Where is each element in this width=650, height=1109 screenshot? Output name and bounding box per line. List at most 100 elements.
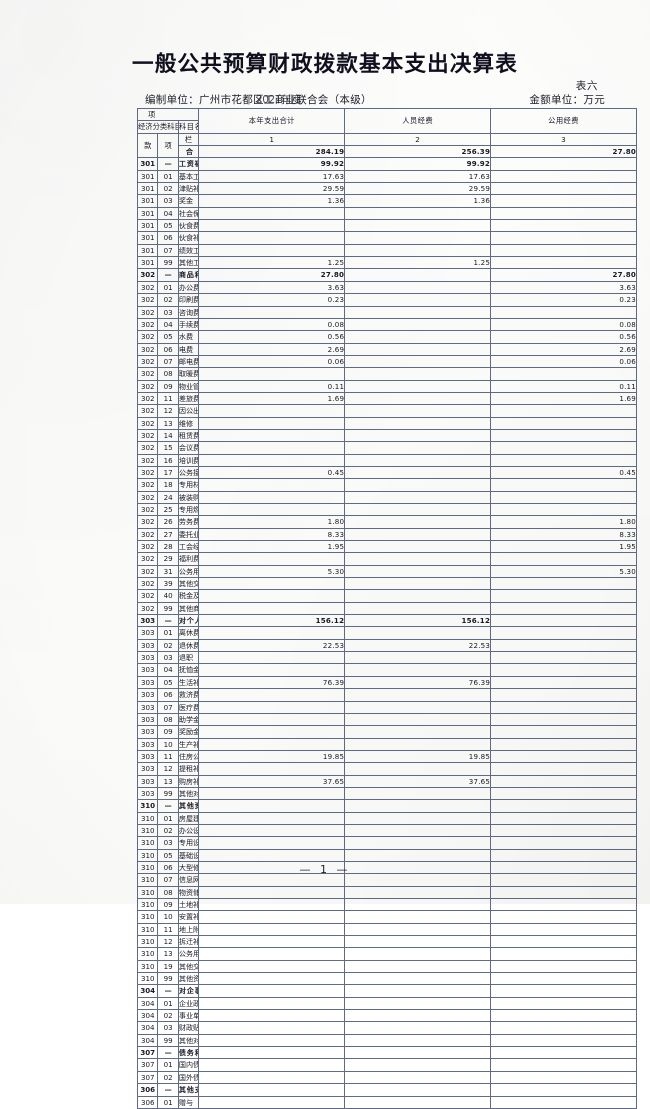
- row-value-personnel: [344, 848, 492, 862]
- row-kuan-code: 302: [136, 515, 159, 529]
- row-kuan-code: 301: [136, 157, 159, 171]
- row-kuan-code: 310: [136, 897, 159, 912]
- row-value-total: [198, 737, 346, 751]
- row-kuan-code: 302: [136, 577, 159, 591]
- header-item-group: 项 目: [136, 107, 200, 122]
- row-xiang-code: —: [157, 1083, 179, 1097]
- row-xiang-code: 18: [157, 478, 179, 492]
- row-value-total: [198, 688, 346, 702]
- row-subject-name: 专用材料费: [177, 478, 200, 492]
- row-value-public: [490, 811, 637, 825]
- table-head: 项 目 本年支出合计 人员经费 公用经费 经济分类科目编码 科目名称 款 项 栏…: [136, 107, 637, 159]
- row-value-personnel: 22.53: [344, 638, 492, 653]
- row-value-personnel: [344, 910, 492, 924]
- row-xiang-code: 02: [157, 638, 179, 653]
- row-value-total: [198, 231, 346, 245]
- row-kuan-code: 302: [136, 367, 159, 381]
- row-kuan-code: 304: [136, 996, 159, 1011]
- row-xiang-code: 15: [157, 441, 179, 455]
- row-value-total: 2.69: [198, 342, 346, 356]
- row-subject-name: 绩效工资: [177, 243, 200, 258]
- row-value-personnel: [344, 453, 492, 467]
- row-value-total: [198, 984, 346, 998]
- row-value-personnel: [344, 305, 492, 319]
- row-value-total: [198, 836, 346, 850]
- header-col-public: 公用经费: [490, 108, 637, 134]
- row-xiang-code: 19: [157, 959, 179, 974]
- row-value-personnel: [344, 354, 492, 369]
- amount-unit-value: 万元: [583, 94, 605, 106]
- row-kuan-code: 303: [136, 749, 159, 764]
- row-value-total: [198, 712, 346, 727]
- row-subject-name: 咨询费: [177, 305, 200, 319]
- table-row: 302 02 印刷费 0.23 0.23: [136, 293, 637, 307]
- row-xiang-code: 13: [157, 774, 179, 788]
- row-subject-name: 医疗费: [177, 700, 200, 714]
- row-value-personnel: 156.12: [344, 614, 492, 628]
- table-row: 30106伙食补助费: [136, 231, 637, 245]
- row-value-total: [198, 626, 346, 640]
- row-value-total: [198, 577, 346, 591]
- row-value-total: [198, 947, 346, 961]
- row-value-total: 76.39: [198, 675, 346, 690]
- row-xiang-code: 10: [157, 910, 179, 924]
- row-value-public: [490, 725, 637, 739]
- row-xiang-code: 14: [157, 428, 179, 443]
- row-value-total: 99.92: [198, 157, 346, 171]
- table-row: 306 01 赠与: [136, 1095, 637, 1109]
- row-subject-name: 其他工资福利支出: [177, 256, 200, 270]
- row-value-personnel: [344, 762, 492, 776]
- row-value-personnel: [344, 330, 492, 344]
- row-value-personnel: [344, 663, 492, 677]
- row-value-total: [198, 502, 346, 517]
- table-row: 30217公务接待费0.450.45: [136, 465, 637, 480]
- row-subject-name: 印刷费: [177, 293, 200, 307]
- row-xiang-code: 09: [157, 725, 179, 739]
- row-value-total: 22.53: [198, 638, 346, 653]
- table-row: 302 03 咨询费: [136, 305, 637, 319]
- table-row: 31013公务用车购置: [136, 947, 637, 961]
- row-value-personnel: [344, 391, 492, 406]
- row-kuan-code: 307: [136, 1058, 159, 1072]
- row-value-personnel: [344, 527, 492, 542]
- row-subject-name: 社会保障缴费: [177, 206, 200, 221]
- row-value-personnel: [344, 219, 492, 233]
- row-kuan-code: 302: [136, 354, 159, 369]
- row-value-public: 27.80: [490, 268, 637, 282]
- row-xiang-code: 24: [157, 490, 179, 505]
- row-value-public: [490, 712, 637, 727]
- row-value-total: 37.65: [198, 774, 346, 788]
- row-subject-name: 租赁费: [177, 428, 200, 443]
- row-value-public: [490, 984, 637, 998]
- row-xiang-code: —: [157, 268, 179, 282]
- table-row: 304—对企事业单位的补贴: [136, 984, 637, 998]
- table-row: 302 05 水费 0.56 0.56: [136, 330, 637, 344]
- row-value-total: [198, 601, 346, 616]
- row-value-public: 0.56: [490, 330, 637, 344]
- table-row: 30224被装购置费: [136, 490, 637, 505]
- row-kuan-code: 303: [136, 651, 159, 665]
- row-value-personnel: 19.85: [344, 749, 492, 764]
- row-kuan-code: 303: [136, 638, 159, 653]
- row-subject-name: 专用燃料费: [177, 502, 200, 517]
- table-row: 303 04 抚恤金: [136, 663, 637, 677]
- table-row: 301 05 伙食费: [136, 219, 637, 233]
- row-subject-name: 土地补偿: [177, 897, 200, 912]
- row-xiang-code: 28: [157, 540, 179, 554]
- row-kuan-code: 310: [136, 885, 159, 900]
- row-value-public: [490, 1083, 637, 1097]
- row-value-public: [490, 1058, 637, 1072]
- row-kuan-code: 302: [136, 280, 159, 295]
- row-value-public: [490, 935, 637, 949]
- table-row: 31006大型修缮: [136, 860, 637, 875]
- row-xiang-code: 03: [157, 836, 179, 850]
- row-xiang-code: 02: [157, 182, 179, 196]
- row-value-total: [198, 453, 346, 467]
- row-xiang-code: 09: [157, 379, 179, 393]
- row-value-public: 1.80: [490, 515, 637, 529]
- row-value-public: [490, 1046, 637, 1060]
- row-value-public: 0.45: [490, 465, 637, 480]
- row-value-total: [198, 811, 346, 825]
